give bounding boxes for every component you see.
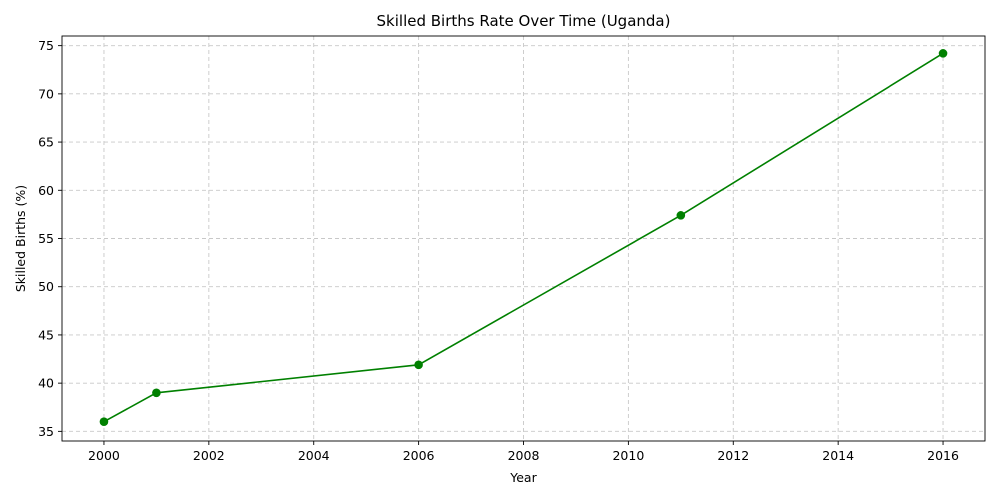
x-tick-label: 2008 [508, 448, 540, 463]
x-tick-label: 2014 [822, 448, 854, 463]
data-point [414, 360, 423, 370]
chart-title: Skilled Births Rate Over Time (Uganda) [377, 12, 671, 30]
x-tick-label: 2010 [612, 448, 644, 463]
x-tick-label: 2016 [927, 448, 959, 463]
y-tick-label: 55 [38, 231, 54, 246]
y-axis: 35 40 45 50 55 60 65 70 75 [38, 38, 62, 439]
y-tick-label: 50 [38, 279, 54, 294]
x-tick-label: 2012 [717, 448, 749, 463]
y-tick-label: 65 [38, 135, 54, 150]
y-tick-label: 70 [38, 86, 54, 101]
data-point [676, 211, 686, 220]
data-point [99, 417, 109, 427]
x-axis: 2000 2002 2004 2006 2008 2010 2012 2014 2016 [88, 441, 959, 463]
y-tick-label: 35 [38, 424, 54, 439]
data-point [938, 49, 948, 58]
y-tick-label: 60 [38, 183, 54, 198]
y-axis-label: Skilled Births (%) [13, 185, 28, 292]
x-tick-label: 2006 [403, 448, 435, 463]
y-tick-label: 45 [38, 327, 54, 342]
grid-lines [62, 36, 985, 441]
x-tick-label: 2000 [88, 448, 120, 463]
x-axis-label: Year [509, 470, 537, 485]
x-tick-label: 2004 [298, 448, 330, 463]
data-point [152, 388, 161, 398]
series-group [99, 49, 948, 427]
y-tick-label: 75 [38, 38, 54, 53]
x-tick-label: 2002 [193, 448, 225, 463]
y-tick-label: 40 [38, 376, 54, 391]
